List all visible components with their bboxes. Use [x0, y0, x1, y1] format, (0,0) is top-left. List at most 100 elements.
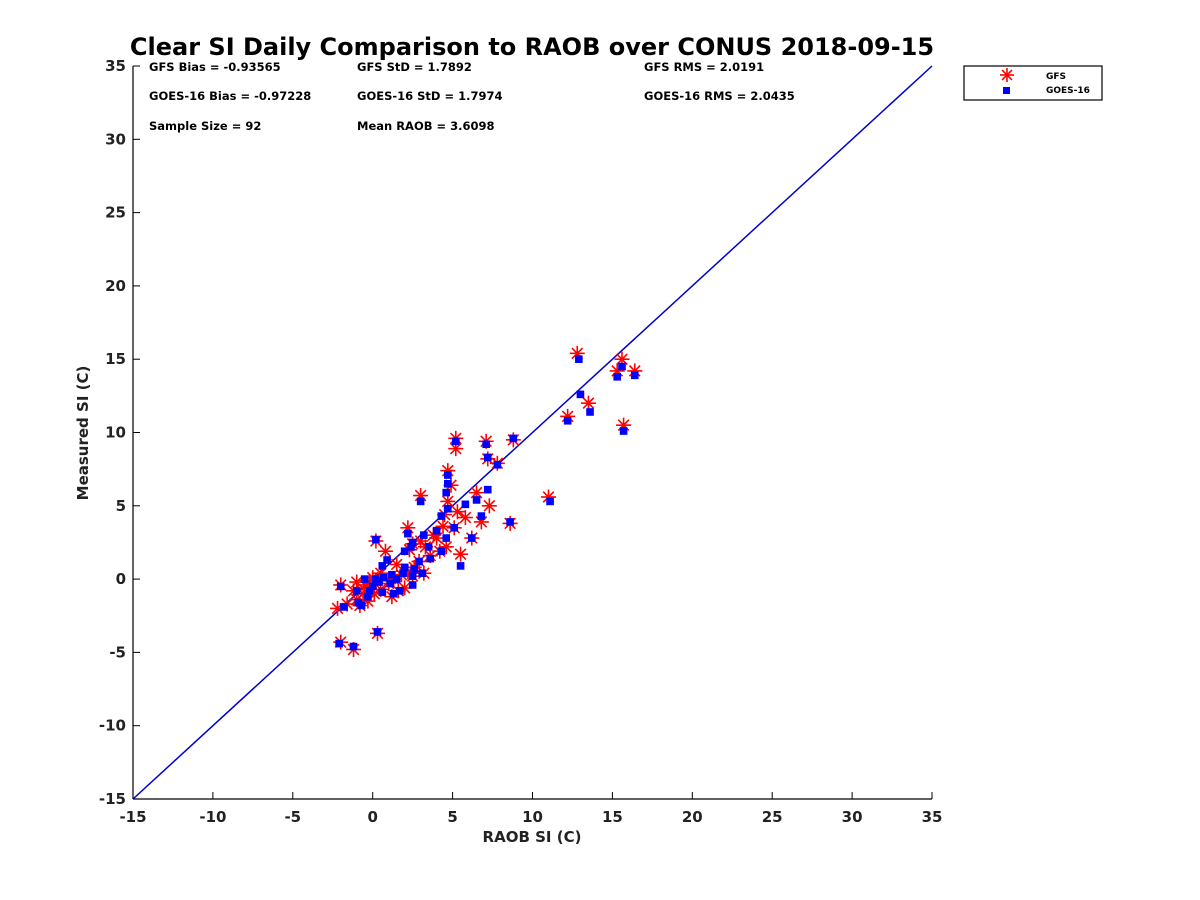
gfs-point [453, 546, 469, 562]
y-tick-label: -5 [109, 643, 126, 661]
goes16-point [400, 547, 409, 556]
asterisk-stroke [1001, 69, 1013, 81]
asterisk-stroke [542, 491, 555, 503]
goes16-point [630, 371, 639, 380]
y-tick-label: -10 [99, 717, 126, 735]
goes16-point [506, 518, 514, 526]
goes16-point [404, 529, 412, 538]
x-tick-label: -5 [284, 808, 301, 826]
goes16-point [388, 570, 396, 579]
goes16-point [375, 578, 383, 586]
goes16-point [396, 587, 404, 595]
goes16-point [373, 628, 382, 636]
goes16-point [335, 639, 343, 648]
goes16-point [450, 523, 458, 532]
goes16-point [442, 534, 451, 542]
x-tick-label: 25 [762, 808, 783, 826]
y-tick-label: 0 [116, 570, 126, 588]
chart-title: Clear SI Daily Comparison to RAOB over C… [130, 33, 934, 61]
goes16-point [546, 497, 554, 506]
goes16-point [415, 557, 423, 566]
sample-size-stat: Sample Size = 92 [149, 119, 261, 133]
goes16-point [400, 563, 409, 572]
legend-gfs-marker [1000, 68, 1014, 82]
x-axis-ticks: -15 -10 -5 0 5 10 15 20 25 30 35 [119, 792, 942, 826]
goes16-point [437, 512, 446, 520]
one-to-one-line [132, 65, 933, 800]
goes16-point [420, 531, 428, 539]
goes16-point [408, 538, 417, 547]
goes16-point [352, 587, 361, 595]
gfs-point [481, 498, 497, 514]
goes16-point [493, 460, 502, 469]
x-tick-label: -10 [199, 808, 226, 826]
one-to-one-line-path [132, 65, 933, 800]
x-tick-label: 30 [842, 808, 863, 826]
goes16-point [408, 572, 417, 580]
goes16-point [482, 440, 490, 449]
goes16-point [444, 504, 452, 513]
asterisk-stroke [483, 499, 496, 512]
legend: GFS GOES-16 [963, 65, 1103, 101]
goes16-point [575, 355, 583, 363]
gfs-point [449, 504, 465, 520]
goes16-point [461, 500, 470, 509]
goes16-point [416, 497, 425, 506]
goes16-point [389, 589, 398, 598]
goes16-point [340, 603, 348, 611]
goes16-point [472, 496, 481, 504]
gfs-std-stat: GFS StD = 1.7892 [357, 60, 472, 74]
gfs-rms-stat: GFS RMS = 2.0191 [644, 60, 764, 74]
y-axis-label: Measured SI (C) [74, 366, 92, 501]
x-tick-label: 10 [522, 808, 543, 826]
goes16-point [410, 565, 419, 573]
y-axis-ticks: -15 -10 -5 0 5 10 15 20 25 30 35 [99, 57, 140, 808]
goes16-point [432, 526, 441, 535]
mean-raob-stat: Mean RAOB = 3.6098 [357, 119, 495, 133]
goes16-point [483, 453, 492, 462]
goes16-rms-stat: GOES-16 RMS = 2.0435 [644, 89, 795, 103]
x-axis-label: RAOB SI (C) [483, 828, 582, 846]
goes16-point [418, 569, 427, 578]
gfs-bias-stat: GFS Bias = -0.93565 [149, 60, 281, 74]
goes16-point [509, 434, 518, 443]
goes16-std-stat: GOES-16 StD = 1.7974 [357, 89, 502, 103]
goes16-point [392, 575, 401, 583]
goes16-point [372, 535, 380, 544]
goes16-point [380, 573, 388, 582]
goes16-point [576, 390, 585, 399]
goes16-point [563, 416, 572, 425]
goes16-point [378, 562, 387, 570]
goes16-point [483, 485, 492, 494]
goes16-point [456, 562, 465, 570]
asterisk-stroke [459, 511, 472, 524]
goes16-point [368, 582, 377, 591]
x-tick-label: 0 [367, 808, 377, 826]
goes16-point [357, 601, 366, 610]
asterisk-stroke [390, 558, 403, 571]
goes16-point [586, 408, 594, 416]
goes16-point [336, 582, 345, 591]
goes16-point [360, 575, 369, 583]
y-tick-label: -15 [99, 790, 126, 808]
y-tick-label: 5 [116, 497, 126, 515]
goes16-point [364, 592, 372, 601]
goes16-point [349, 642, 358, 651]
gfs-series [330, 345, 643, 657]
goes16-point [424, 543, 433, 551]
goes16-point [399, 569, 407, 578]
y-tick-label: 15 [105, 350, 126, 368]
goes16-series [335, 355, 639, 651]
goes16-bias-stat: GOES-16 Bias = -0.97228 [149, 89, 311, 103]
goes16-point [467, 534, 476, 542]
goes16-point [378, 588, 387, 597]
y-tick-label: 35 [105, 57, 126, 75]
x-tick-label: 35 [922, 808, 943, 826]
goes16-point [365, 587, 374, 595]
legend-gfs-label: GFS [1046, 72, 1066, 82]
y-tick-label: 10 [105, 424, 126, 442]
goes16-point [442, 488, 451, 497]
goes16-point [444, 480, 452, 488]
asterisk-stroke [571, 347, 584, 360]
